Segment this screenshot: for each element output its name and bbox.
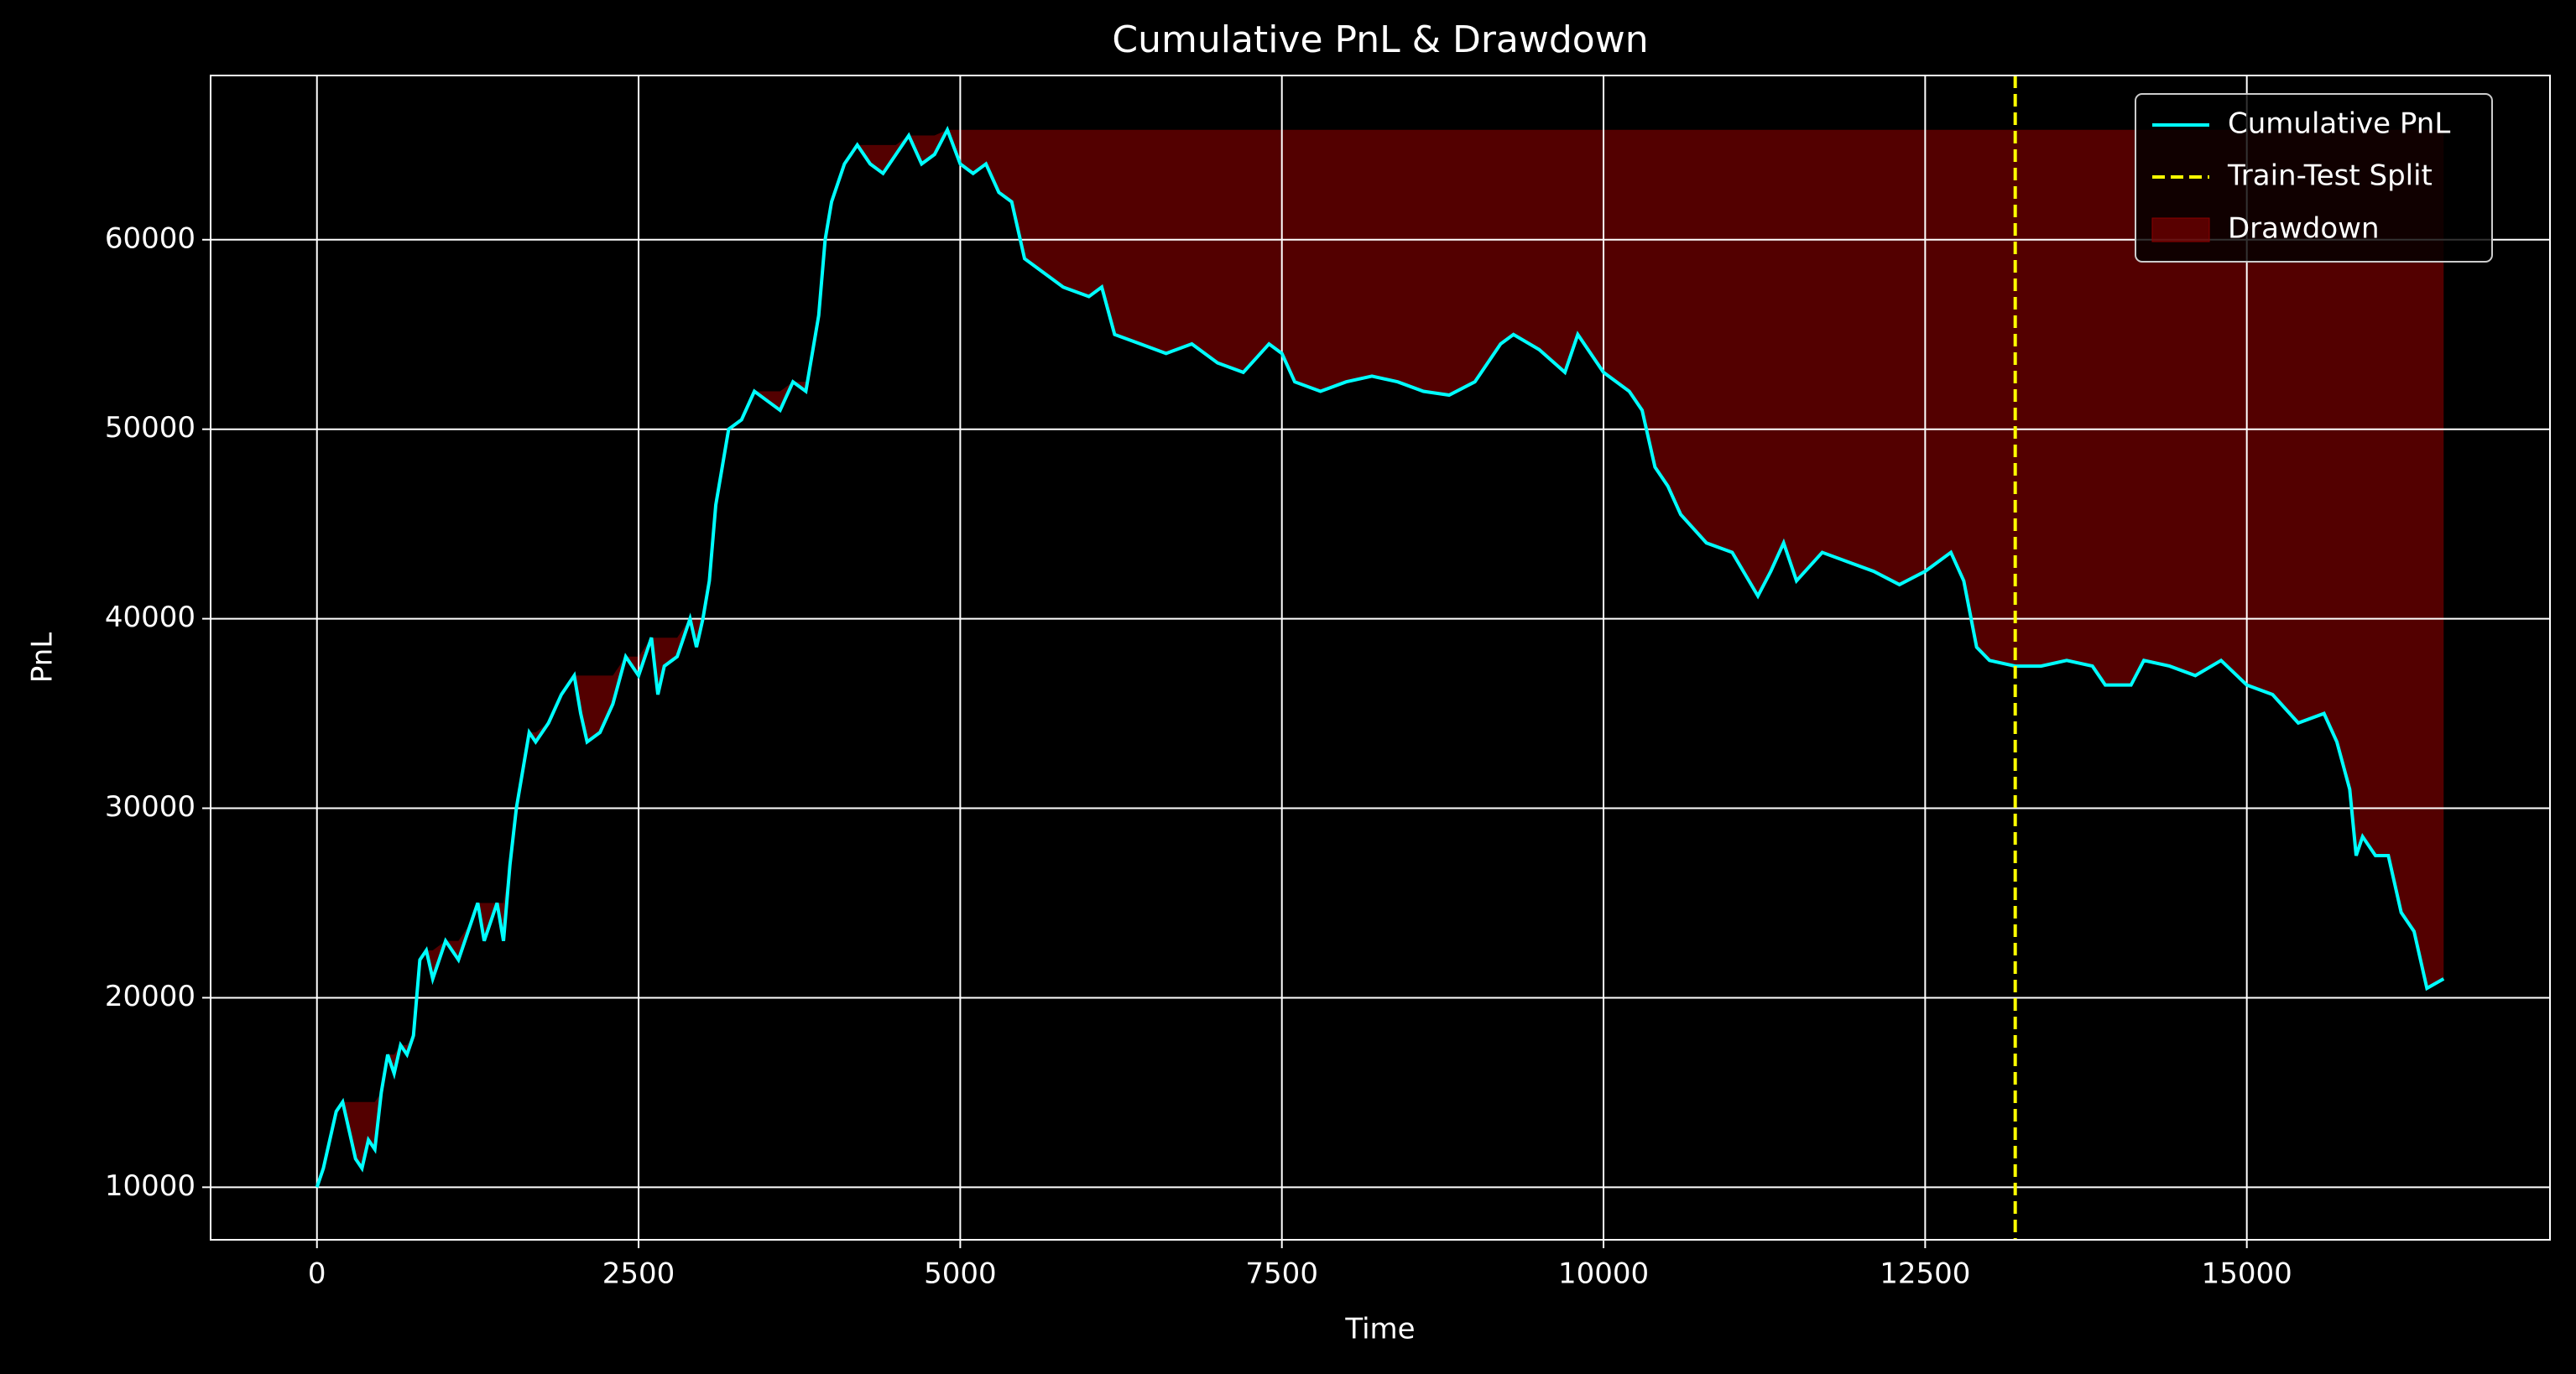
x-tick-label: 5000 — [924, 1257, 997, 1291]
y-tick-label: 20000 — [105, 980, 196, 1013]
legend-label: Train-Test Split — [2227, 159, 2433, 193]
legend-swatch — [2151, 217, 2210, 242]
x-tick-label: 12500 — [1880, 1257, 1970, 1291]
x-tick-label: 10000 — [1558, 1257, 1649, 1291]
x-tick-label: 2500 — [602, 1257, 675, 1291]
x-tick-label: 15000 — [2202, 1257, 2292, 1291]
x-tick-label: 0 — [308, 1257, 326, 1291]
y-tick-label: 40000 — [105, 601, 196, 634]
chart-title: Cumulative PnL & Drawdown — [1112, 18, 1648, 61]
legend-label: Cumulative PnL — [2228, 107, 2450, 141]
pnl-line — [315, 125, 2445, 1188]
y-tick-label: 50000 — [105, 411, 196, 445]
y-axis-label: PnL — [26, 632, 60, 683]
y-tick-label: 10000 — [105, 1169, 196, 1203]
plot-frame — [210, 75, 2551, 1241]
legend-label: Drawdown — [2228, 212, 2380, 246]
x-tick-label: 7500 — [1245, 1257, 1318, 1291]
y-tick-label: 60000 — [105, 221, 196, 255]
legend-box — [2135, 93, 2493, 263]
drawdown-area — [316, 129, 2444, 1188]
x-axis-label: Time — [1344, 1313, 1415, 1346]
y-tick-label: 30000 — [105, 790, 196, 824]
